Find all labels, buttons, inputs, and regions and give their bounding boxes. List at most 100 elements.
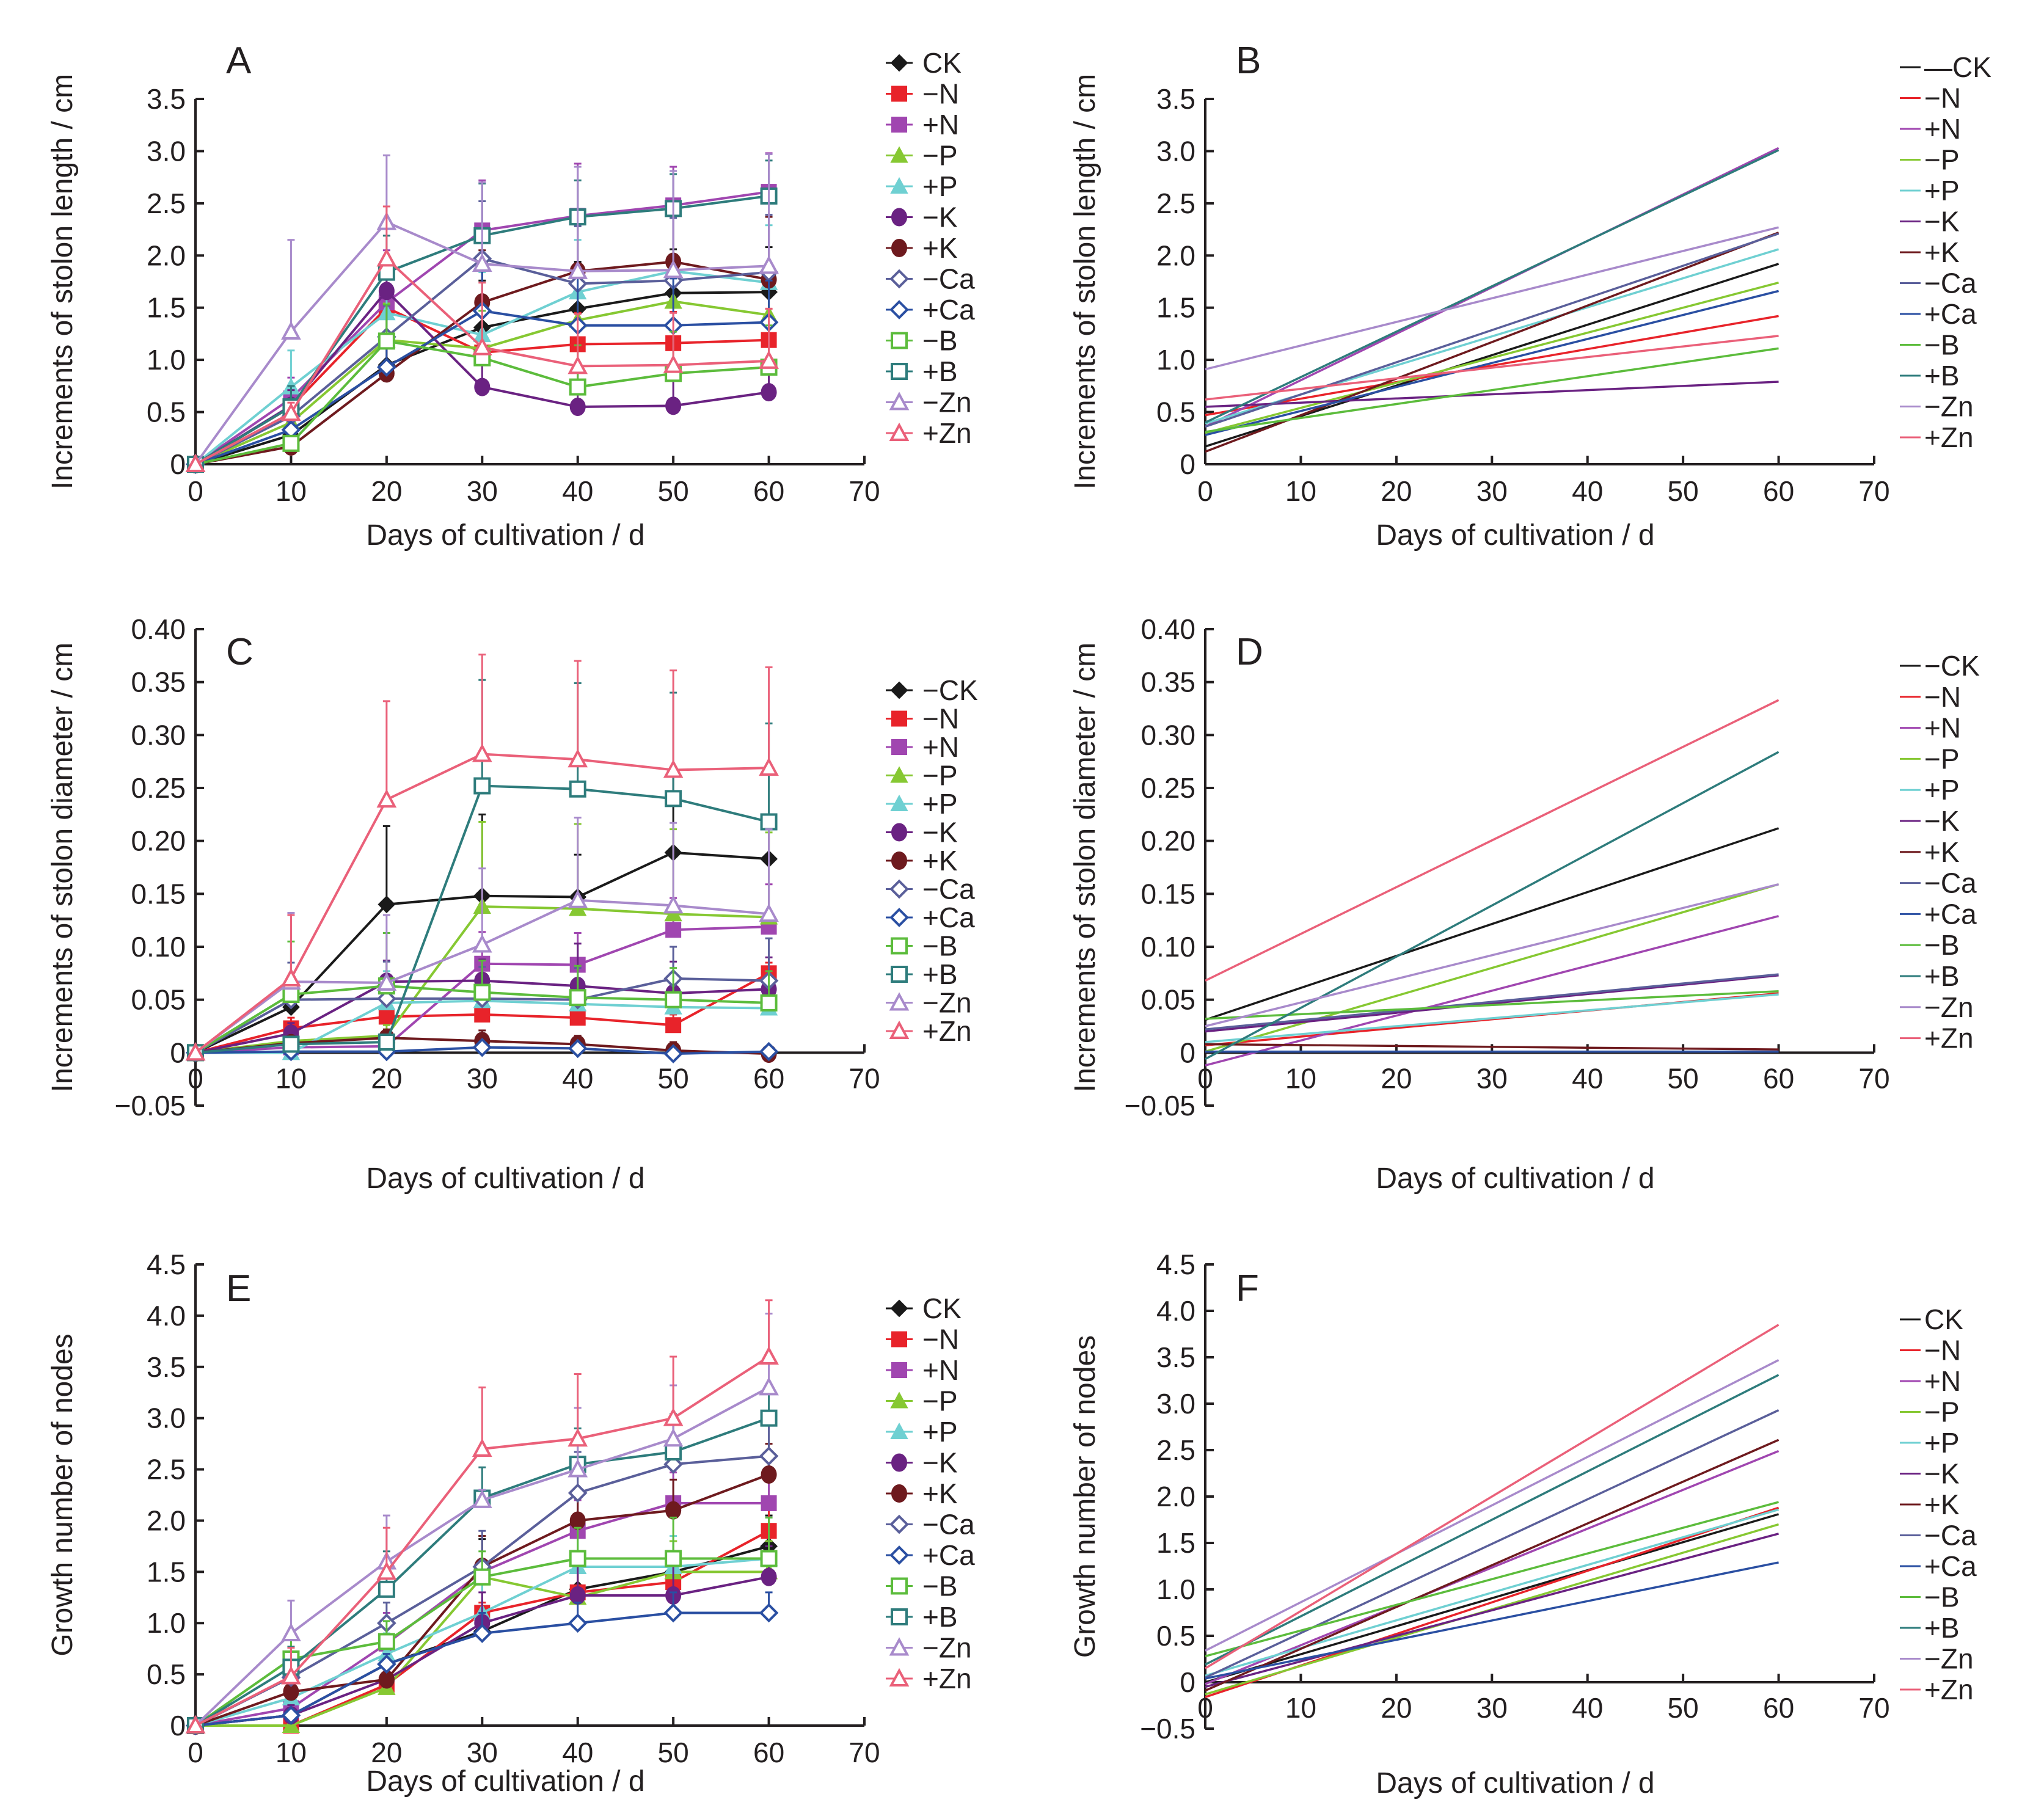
legend-label: −K: [922, 202, 958, 233]
legend-marker: [891, 363, 908, 380]
x-tick-label: 10: [276, 1062, 307, 1094]
series-line: [1205, 226, 1779, 371]
data-point: [761, 1465, 777, 1484]
legend: CK−N+N−P+P−K+K−Ca+Ca−B+B−Zn+Zn: [1900, 1304, 1977, 1705]
y-tick-label: 1.0: [1156, 1573, 1195, 1605]
legend-label: +K: [922, 1478, 958, 1509]
legend-label: −K: [922, 1447, 958, 1479]
legend-item: −K: [886, 1447, 958, 1479]
y-tick-label: −0.5: [1140, 1713, 1195, 1745]
legend-item: +B: [1900, 360, 1960, 392]
x-tick-label: 0: [188, 1737, 203, 1768]
legend-label: −P: [922, 140, 958, 172]
data-point: [663, 759, 684, 778]
series-line: [1205, 282, 1779, 434]
legend-label: +B: [922, 356, 958, 387]
y-tick-label: 0: [170, 1037, 186, 1068]
data-point: [378, 1580, 395, 1598]
data-point: [761, 1567, 777, 1586]
series-+K: [1205, 1439, 1779, 1692]
legend-item: +B: [1900, 1612, 1960, 1644]
legend-item: +N: [886, 109, 959, 140]
legend-item: +N: [1900, 1365, 1961, 1397]
y-tick-label: 0.20: [131, 825, 186, 857]
series-+N: [1205, 915, 1779, 1067]
legend-item: −Zn: [1900, 991, 1974, 1023]
legend-item: −B: [886, 1570, 958, 1602]
legend-marker: [891, 823, 907, 842]
legend: CK−N+N−P+P−K+K−Ca+Ca−B+B−Zn+Zn: [886, 47, 975, 449]
series-+Zn: [185, 654, 779, 1061]
legend-marker: [890, 1391, 908, 1409]
legend-marker: [891, 1453, 907, 1472]
legend-item: +Ca: [1900, 898, 1977, 930]
legend-marker: [891, 208, 907, 227]
legend-item: −Zn: [886, 387, 972, 418]
data-point: [663, 1603, 683, 1623]
legend-label: −B: [922, 930, 958, 962]
y-tick-label: 2.0: [147, 1504, 186, 1536]
y-axis-title: Increments of stolon diameter / cm: [1069, 643, 1101, 1092]
legend-label: +B: [922, 958, 958, 990]
x-axis-title: Days of cultivation / d: [1376, 1767, 1654, 1800]
series-+B: [1205, 1374, 1779, 1666]
x-axis-title: Days of cultivation / d: [366, 519, 644, 552]
data-point: [663, 1407, 684, 1426]
legend-marker: [891, 239, 907, 257]
legend-item: +Ca: [886, 902, 975, 933]
series-−K: [1205, 1533, 1779, 1688]
y-axis-title: Growth number of nodes: [46, 1333, 79, 1656]
series-line: [1205, 381, 1779, 408]
legend-item: −P: [886, 140, 958, 172]
x-tick-label: 20: [371, 1737, 402, 1768]
data-point: [378, 1633, 395, 1650]
y-tick-label: 3.0: [1156, 1388, 1195, 1420]
data-point: [472, 934, 492, 953]
data-point: [281, 403, 301, 421]
data-point: [569, 1511, 586, 1530]
legend-item: −P: [886, 1385, 958, 1417]
x-tick-label: 20: [371, 475, 402, 507]
data-point: [378, 895, 396, 914]
legend-label: −N: [1924, 1335, 1961, 1366]
y-tick-label: 2.5: [1156, 188, 1195, 219]
y-tick-label: 0.35: [1141, 666, 1195, 698]
y-tick-label: 1.5: [147, 1556, 186, 1588]
x-tick-label: 20: [1381, 1062, 1412, 1094]
legend-label: −P: [1924, 743, 1960, 775]
data-point: [665, 790, 682, 808]
legend-marker: [890, 766, 908, 783]
series-CK: [1205, 1513, 1779, 1683]
y-tick-label: 2.0: [147, 239, 186, 271]
legend-marker: [889, 392, 910, 410]
data-point: [473, 1568, 491, 1586]
data-point: [759, 1603, 779, 1623]
legend-label: +B: [922, 1601, 958, 1633]
y-tick-label: 3.5: [147, 83, 186, 115]
x-tick-label: 50: [1668, 1062, 1699, 1094]
legend-item: CK: [1900, 1304, 1963, 1335]
x-tick-label: 30: [1476, 1062, 1508, 1094]
legend-label: +Zn: [922, 1663, 972, 1694]
legend-label: −CK: [922, 674, 978, 706]
series-−Ca: [1205, 232, 1779, 428]
legend-label: −CK: [1924, 650, 1980, 682]
legend-item: −Ca: [1900, 268, 1977, 299]
legend: CK−N+N−P+P−K+K−Ca+Ca−B+B−Zn+Zn: [886, 1293, 975, 1694]
legend-label: −Ca: [1924, 1520, 1977, 1552]
data-point: [569, 780, 586, 798]
legend-label: +P: [1924, 1427, 1960, 1459]
legend-item: +P: [1900, 1427, 1960, 1459]
legend-label: −Zn: [1924, 991, 1974, 1023]
y-tick-label: 0: [1180, 1666, 1195, 1698]
legend-label: −Zn: [922, 987, 972, 1019]
legend-label: −B: [922, 325, 958, 357]
x-tick-label: 70: [849, 1062, 880, 1094]
data-point: [759, 903, 779, 922]
legend-label: +B: [1924, 360, 1960, 392]
x-tick-label: 0: [1197, 475, 1213, 507]
data-point: [665, 1550, 682, 1567]
panel-letter: A: [226, 40, 252, 82]
series-−P: [1205, 282, 1779, 434]
legend-item: +Ca: [1900, 298, 1977, 330]
